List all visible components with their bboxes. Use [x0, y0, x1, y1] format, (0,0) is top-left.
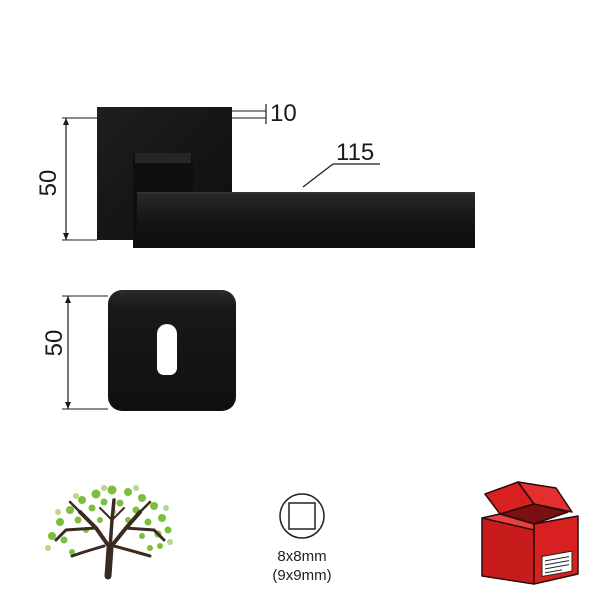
gift-box-icon [481, 481, 579, 585]
lever-length-dimension: 115 [302, 139, 380, 188]
lever-handle-drawing [97, 107, 475, 248]
lever-bar [137, 192, 475, 248]
rose-thickness-dimension: 10 [232, 100, 297, 127]
keyhole-icon [157, 324, 177, 375]
spindle-alt-size-label: (9x9mm) [272, 567, 331, 584]
rose-thickness-label: 10 [270, 100, 297, 127]
escutcheon-height-dimension: 50 [41, 295, 108, 410]
tree-icon [45, 485, 173, 580]
rose-height-label: 50 [35, 170, 62, 197]
square-spindle-icon [279, 493, 325, 539]
lever-length-label: 115 [336, 139, 374, 166]
escutcheon-height-label: 50 [41, 330, 68, 357]
spindle-size-label: 8x8mm [277, 548, 326, 565]
escutcheon-drawing [108, 290, 236, 411]
rose-height-dimension: 50 [35, 117, 97, 241]
lever-neck-top [135, 153, 191, 163]
